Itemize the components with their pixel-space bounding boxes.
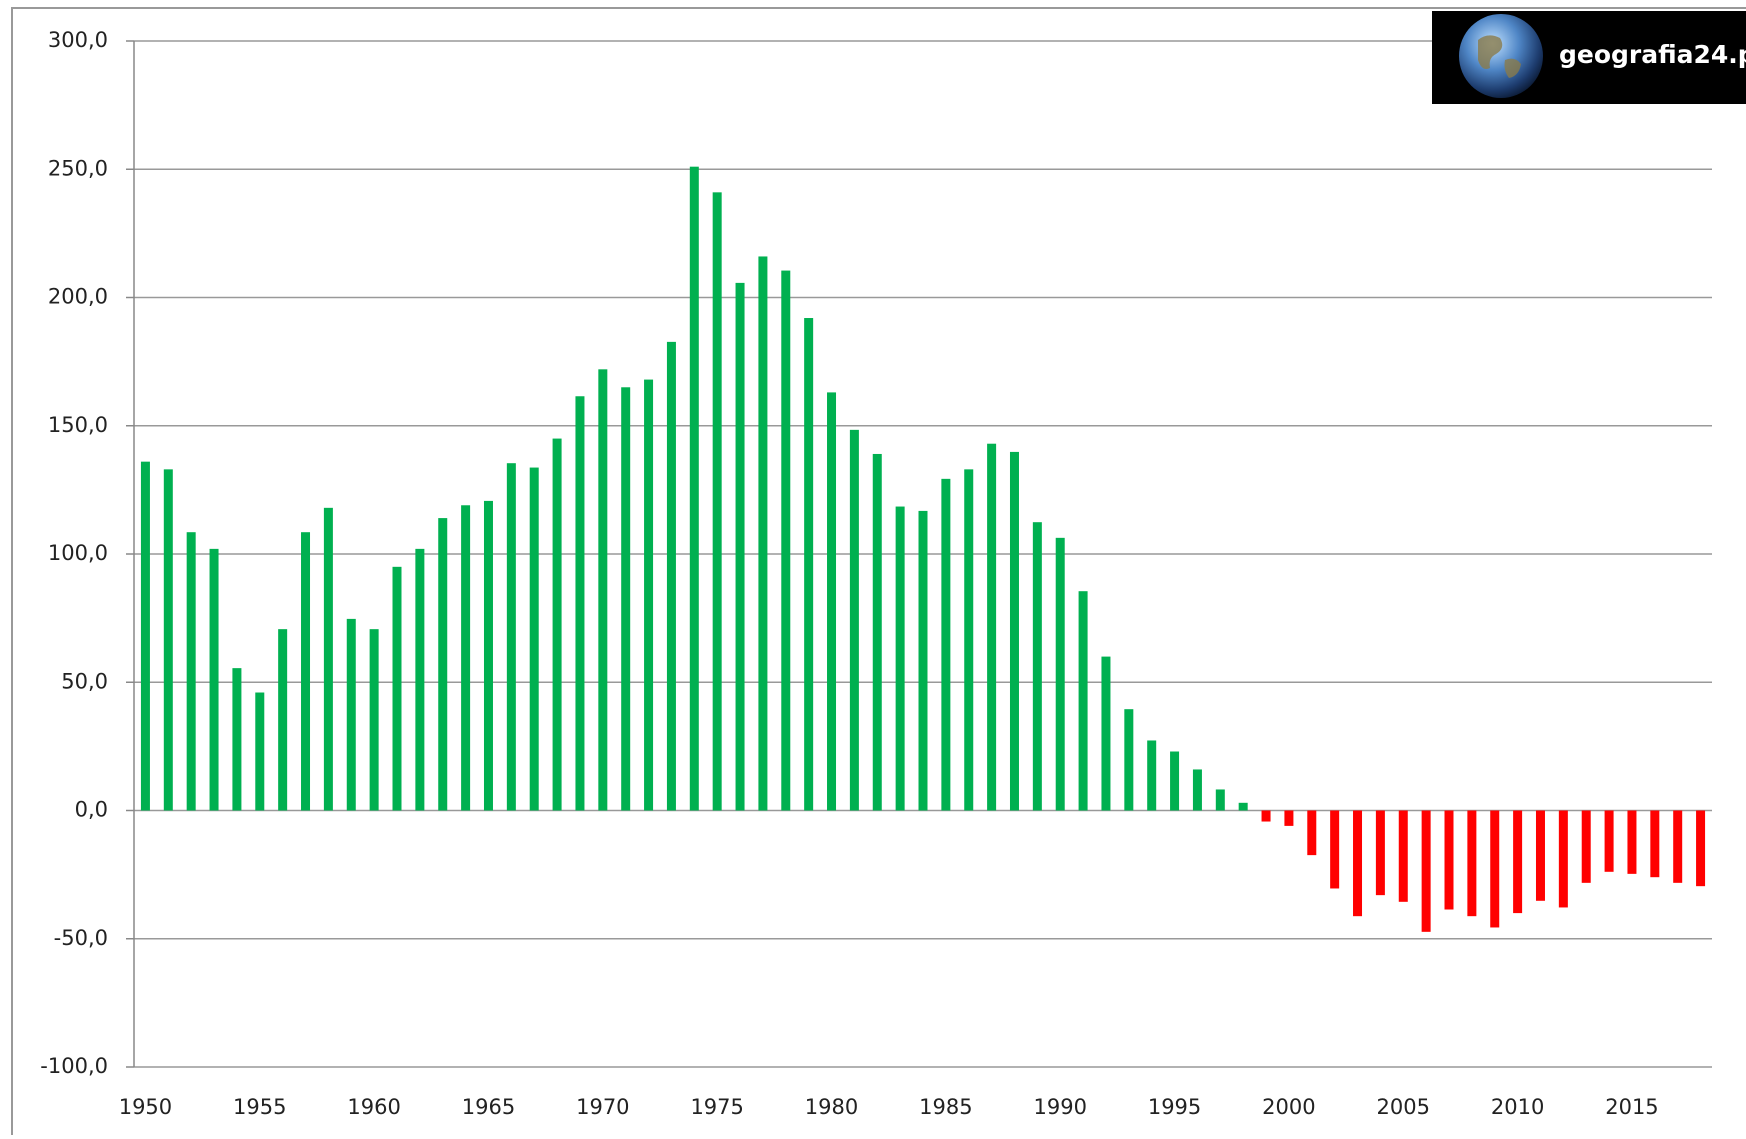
bar bbox=[324, 508, 333, 811]
bar bbox=[1445, 811, 1454, 910]
bar bbox=[1284, 811, 1293, 826]
bar bbox=[1330, 811, 1339, 889]
bar bbox=[553, 439, 562, 811]
x-tick-label: 1965 bbox=[462, 1095, 515, 1119]
x-tick-label: 1950 bbox=[119, 1095, 172, 1119]
y-tick-label: 200,0 bbox=[48, 285, 108, 309]
bar bbox=[758, 256, 767, 810]
bar bbox=[1627, 811, 1636, 874]
bar bbox=[1124, 709, 1133, 810]
bar bbox=[393, 567, 402, 811]
bar bbox=[1650, 811, 1659, 878]
bar bbox=[484, 501, 493, 811]
bar bbox=[1033, 522, 1042, 810]
bar bbox=[164, 469, 173, 810]
x-tick-label: 1970 bbox=[576, 1095, 629, 1119]
bar bbox=[347, 619, 356, 811]
x-tick-label: 2015 bbox=[1605, 1095, 1658, 1119]
x-tick-label: 2005 bbox=[1377, 1095, 1430, 1119]
y-tick-label: 100,0 bbox=[48, 541, 108, 565]
bar bbox=[1673, 811, 1682, 883]
bar bbox=[1582, 811, 1591, 883]
bar bbox=[1101, 657, 1110, 811]
bar bbox=[1513, 811, 1522, 914]
bar bbox=[1056, 538, 1065, 811]
bar bbox=[690, 167, 699, 811]
bar bbox=[873, 454, 882, 811]
bar bbox=[1147, 740, 1156, 810]
bar bbox=[713, 192, 722, 810]
x-tick-label: 1955 bbox=[233, 1095, 286, 1119]
bar bbox=[301, 532, 310, 810]
y-tick-label: 0,0 bbox=[75, 798, 108, 822]
bar bbox=[850, 430, 859, 811]
y-tick-label: 250,0 bbox=[48, 156, 108, 180]
x-tick-label: 2000 bbox=[1262, 1095, 1315, 1119]
x-tick-label: 1975 bbox=[690, 1095, 743, 1119]
bar bbox=[255, 693, 264, 811]
bar bbox=[621, 387, 630, 810]
bar bbox=[1422, 811, 1431, 932]
y-tick-label: -100,0 bbox=[40, 1054, 108, 1078]
y-tick-label: 50,0 bbox=[61, 669, 108, 693]
bar bbox=[530, 468, 539, 811]
bar bbox=[1216, 789, 1225, 810]
bar bbox=[575, 396, 584, 810]
bar bbox=[598, 369, 607, 810]
bar bbox=[1559, 811, 1568, 908]
bar bbox=[827, 392, 836, 810]
bar bbox=[941, 479, 950, 811]
bar bbox=[141, 462, 150, 811]
bar bbox=[781, 271, 790, 811]
bar bbox=[804, 318, 813, 810]
bar bbox=[1193, 769, 1202, 810]
bar bbox=[1239, 803, 1248, 811]
bar bbox=[507, 463, 516, 810]
bar bbox=[1010, 452, 1019, 811]
bar bbox=[1490, 811, 1499, 928]
y-tick-label: 300,0 bbox=[48, 28, 108, 52]
bar bbox=[964, 469, 973, 810]
bar bbox=[667, 342, 676, 811]
bar bbox=[919, 511, 928, 811]
bar bbox=[1536, 811, 1545, 901]
bar bbox=[415, 549, 424, 811]
bar bbox=[644, 380, 653, 811]
bar bbox=[1376, 811, 1385, 896]
x-tick-label: 1980 bbox=[805, 1095, 858, 1119]
x-tick-label: 1985 bbox=[919, 1095, 972, 1119]
bar bbox=[1467, 811, 1476, 917]
bar bbox=[896, 507, 905, 811]
x-tick-label: 1990 bbox=[1033, 1095, 1086, 1119]
x-tick-label: 1995 bbox=[1148, 1095, 1201, 1119]
bar bbox=[278, 629, 287, 810]
logo-globe bbox=[1459, 14, 1543, 98]
bar bbox=[1353, 811, 1362, 917]
y-tick-label: 150,0 bbox=[48, 413, 108, 437]
bar bbox=[461, 505, 470, 810]
bar bbox=[232, 668, 241, 810]
y-tick-label: -50,0 bbox=[54, 926, 108, 950]
bar bbox=[187, 532, 196, 810]
bar bbox=[438, 518, 447, 810]
bar bbox=[1170, 752, 1179, 811]
logo-text: geografia24.pl bbox=[1559, 40, 1746, 69]
plot-area: -100,0 -50,0 0,0 50,0 100,0 150,0 200,0 250,0 30… bbox=[40, 28, 1712, 1119]
bar bbox=[736, 283, 745, 811]
chart: -100,0 -50,0 0,0 50,0 100,0 150,0 200,0 250,0 30… bbox=[0, 0, 1746, 1135]
bar bbox=[1605, 811, 1614, 872]
bar bbox=[987, 444, 996, 811]
bar bbox=[1262, 811, 1271, 822]
bar bbox=[370, 629, 379, 810]
bar bbox=[1696, 811, 1705, 887]
bar bbox=[1307, 811, 1316, 856]
x-tick-label: 2010 bbox=[1491, 1095, 1544, 1119]
page: -100,0 -50,0 0,0 50,0 100,0 150,0 200,0 250,0 30… bbox=[0, 0, 1746, 1135]
bar bbox=[1399, 811, 1408, 902]
x-tick-label: 1960 bbox=[347, 1095, 400, 1119]
bar bbox=[1079, 591, 1088, 810]
bar bbox=[210, 549, 219, 811]
